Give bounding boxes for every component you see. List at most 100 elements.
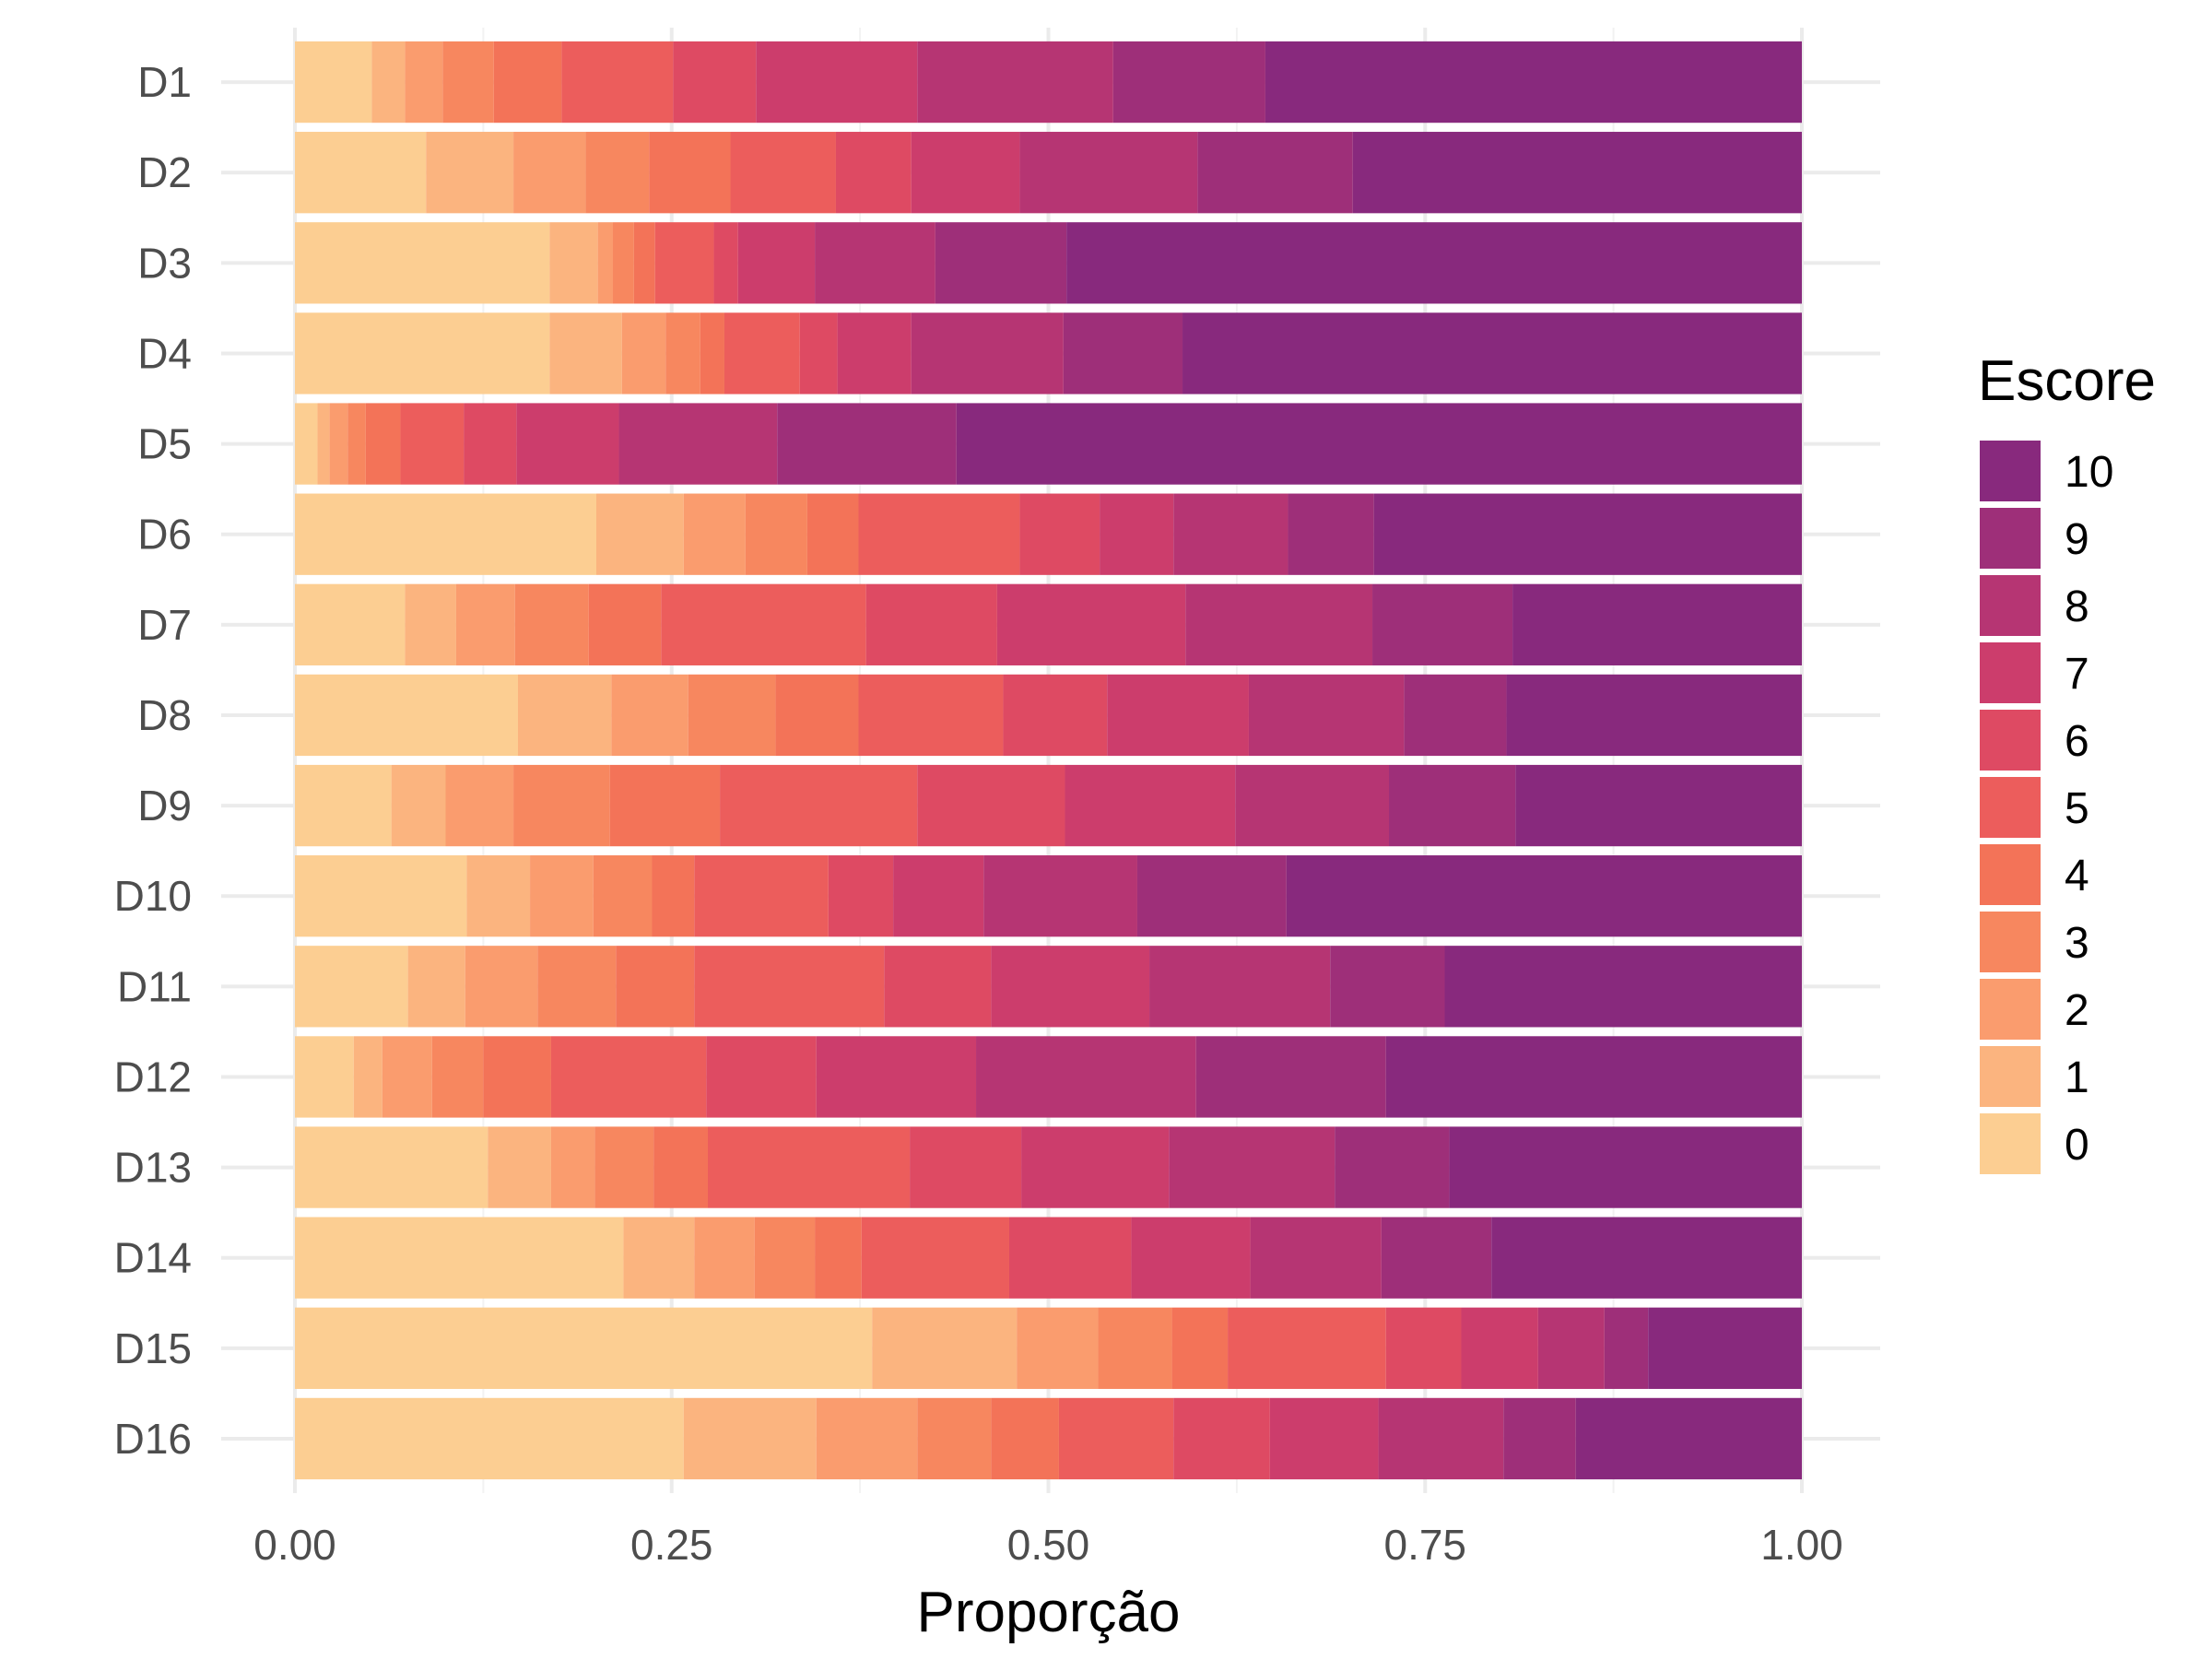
bar-segment-d13-score-7 — [1021, 1126, 1170, 1208]
bar-segment-d3-score-10 — [1066, 222, 1802, 304]
bar-segment-d10-score-5 — [694, 855, 829, 937]
bar-segment-d12-score-10 — [1385, 1036, 1802, 1118]
bar-segment-d11-score-3 — [537, 946, 617, 1028]
legend-swatch-2 — [1980, 979, 2041, 1040]
bar-segment-d4-score-5 — [724, 312, 800, 394]
legend-label: 1 — [2065, 1053, 2089, 1102]
bar-segment-d15-score-4 — [1171, 1307, 1229, 1389]
legend-label: 7 — [2065, 650, 2089, 699]
bar-segment-d9-score-1 — [391, 764, 446, 847]
bar-segment-d11-score-6 — [884, 946, 992, 1028]
bar-segment-d9-score-7 — [1065, 764, 1236, 847]
bar-segment-d1-score-7 — [756, 41, 918, 124]
legend-swatch-10 — [1980, 441, 2041, 501]
legend-label: 5 — [2065, 784, 2089, 833]
bar-segment-d7-score-0 — [295, 583, 406, 665]
bar-segment-d11-score-5 — [694, 946, 885, 1028]
bar-segment-d16-score-8 — [1378, 1397, 1504, 1480]
bar-segment-d10-score-9 — [1136, 855, 1287, 937]
y-tick-label: D5 — [137, 420, 192, 468]
bar-segment-d12-score-4 — [483, 1036, 551, 1118]
bar-segment-d7-score-8 — [1185, 583, 1373, 665]
bar-segment-d10-score-0 — [295, 855, 467, 937]
bar-segment-d4-score-6 — [799, 312, 838, 394]
bar-segment-d15-score-2 — [1017, 1307, 1099, 1389]
legend-swatch-4 — [1980, 844, 2041, 905]
bar-segment-d5-score-2 — [329, 403, 348, 485]
y-tick-label: D12 — [114, 1053, 192, 1100]
legend-label: 2 — [2065, 986, 2089, 1035]
bar-segment-d16-score-7 — [1269, 1397, 1379, 1480]
bar-segment-d14-score-7 — [1131, 1217, 1251, 1299]
bar-segment-d3-score-1 — [549, 222, 598, 304]
bar-segment-d1-score-10 — [1265, 41, 1802, 124]
bar-segment-d11-score-9 — [1330, 946, 1445, 1028]
bar-segment-d1-score-0 — [295, 41, 372, 124]
bar-segment-d16-score-0 — [295, 1397, 684, 1480]
bar-segment-d3-score-2 — [597, 222, 613, 304]
bar-segment-d14-score-4 — [815, 1217, 862, 1299]
legend-label: 6 — [2065, 717, 2089, 766]
bar-segment-d5-score-7 — [516, 403, 619, 485]
bar-segment-d15-score-9 — [1604, 1307, 1649, 1389]
bar-segment-d4-score-1 — [549, 312, 622, 394]
y-tick-label: D1 — [137, 58, 192, 106]
bar-segment-d8-score-5 — [858, 674, 1004, 757]
bar-segment-d4-score-0 — [295, 312, 550, 394]
bar-segment-d3-score-4 — [633, 222, 655, 304]
bar-segment-d16-score-5 — [1058, 1397, 1174, 1480]
bar-segment-d4-score-7 — [837, 312, 912, 394]
bar-segment-d1-score-8 — [917, 41, 1113, 124]
bar-segment-d2-score-3 — [585, 132, 650, 214]
bar-segment-d12-score-6 — [706, 1036, 817, 1118]
bar-segment-d8-score-1 — [517, 674, 612, 757]
bar-segment-d1-score-5 — [561, 41, 674, 124]
bar-segment-d1-score-1 — [371, 41, 406, 124]
y-tick-label: D3 — [137, 239, 192, 287]
bar-segment-d6-score-0 — [295, 493, 596, 575]
bar-segment-d13-score-10 — [1449, 1126, 1802, 1208]
bar-segment-d3-score-8 — [815, 222, 935, 304]
bar-segment-d6-score-7 — [1100, 493, 1174, 575]
bar-segment-d6-score-9 — [1288, 493, 1374, 575]
bar-segment-d6-score-8 — [1173, 493, 1288, 575]
bar-segment-d14-score-3 — [754, 1217, 816, 1299]
bar-segment-d7-score-4 — [588, 583, 662, 665]
bar-segment-d7-score-2 — [455, 583, 515, 665]
bar-segment-d14-score-6 — [1008, 1217, 1132, 1299]
bar-segment-d3-score-9 — [935, 222, 1067, 304]
bar-segment-d16-score-4 — [991, 1397, 1059, 1480]
bar-segment-d7-score-7 — [996, 583, 1186, 665]
bar-segment-d9-score-3 — [513, 764, 610, 847]
bar-segment-d6-score-4 — [806, 493, 859, 575]
bar-segment-d5-score-5 — [400, 403, 465, 485]
bar-segment-d10-score-8 — [983, 855, 1137, 937]
bar-segment-d4-score-2 — [621, 312, 666, 394]
bar-segment-d4-score-9 — [1063, 312, 1183, 394]
bar-segment-d5-score-4 — [365, 403, 401, 485]
bar-segment-d9-score-6 — [917, 764, 1065, 847]
legend-swatch-6 — [1980, 710, 2041, 771]
bar-segment-d12-score-7 — [816, 1036, 977, 1118]
legend-label: 8 — [2065, 582, 2089, 631]
bar-segment-d13-score-4 — [653, 1126, 708, 1208]
bar-segment-d1-score-6 — [673, 41, 757, 124]
bar-segment-d15-score-1 — [872, 1307, 1018, 1389]
bar-segment-d8-score-9 — [1404, 674, 1507, 757]
bar-segment-d4-score-3 — [665, 312, 700, 394]
bar-segment-d2-score-6 — [835, 132, 912, 214]
y-tick-label: D10 — [114, 872, 192, 920]
bar-segment-d7-score-5 — [661, 583, 866, 665]
bar-segment-d13-score-5 — [707, 1126, 911, 1208]
bar-segment-d5-score-1 — [317, 403, 330, 485]
bar-segment-d4-score-10 — [1182, 312, 1802, 394]
bar-segment-d16-score-1 — [683, 1397, 817, 1480]
bar-segment-d9-score-10 — [1515, 764, 1802, 847]
bar-segment-d8-score-4 — [775, 674, 859, 757]
y-tick-label: D11 — [117, 962, 192, 1010]
bar-segment-d14-score-5 — [861, 1217, 1009, 1299]
bar-segment-d7-score-3 — [514, 583, 589, 665]
bar-segment-d11-score-7 — [991, 946, 1150, 1028]
x-tick-label: 0.75 — [1383, 1521, 1466, 1569]
